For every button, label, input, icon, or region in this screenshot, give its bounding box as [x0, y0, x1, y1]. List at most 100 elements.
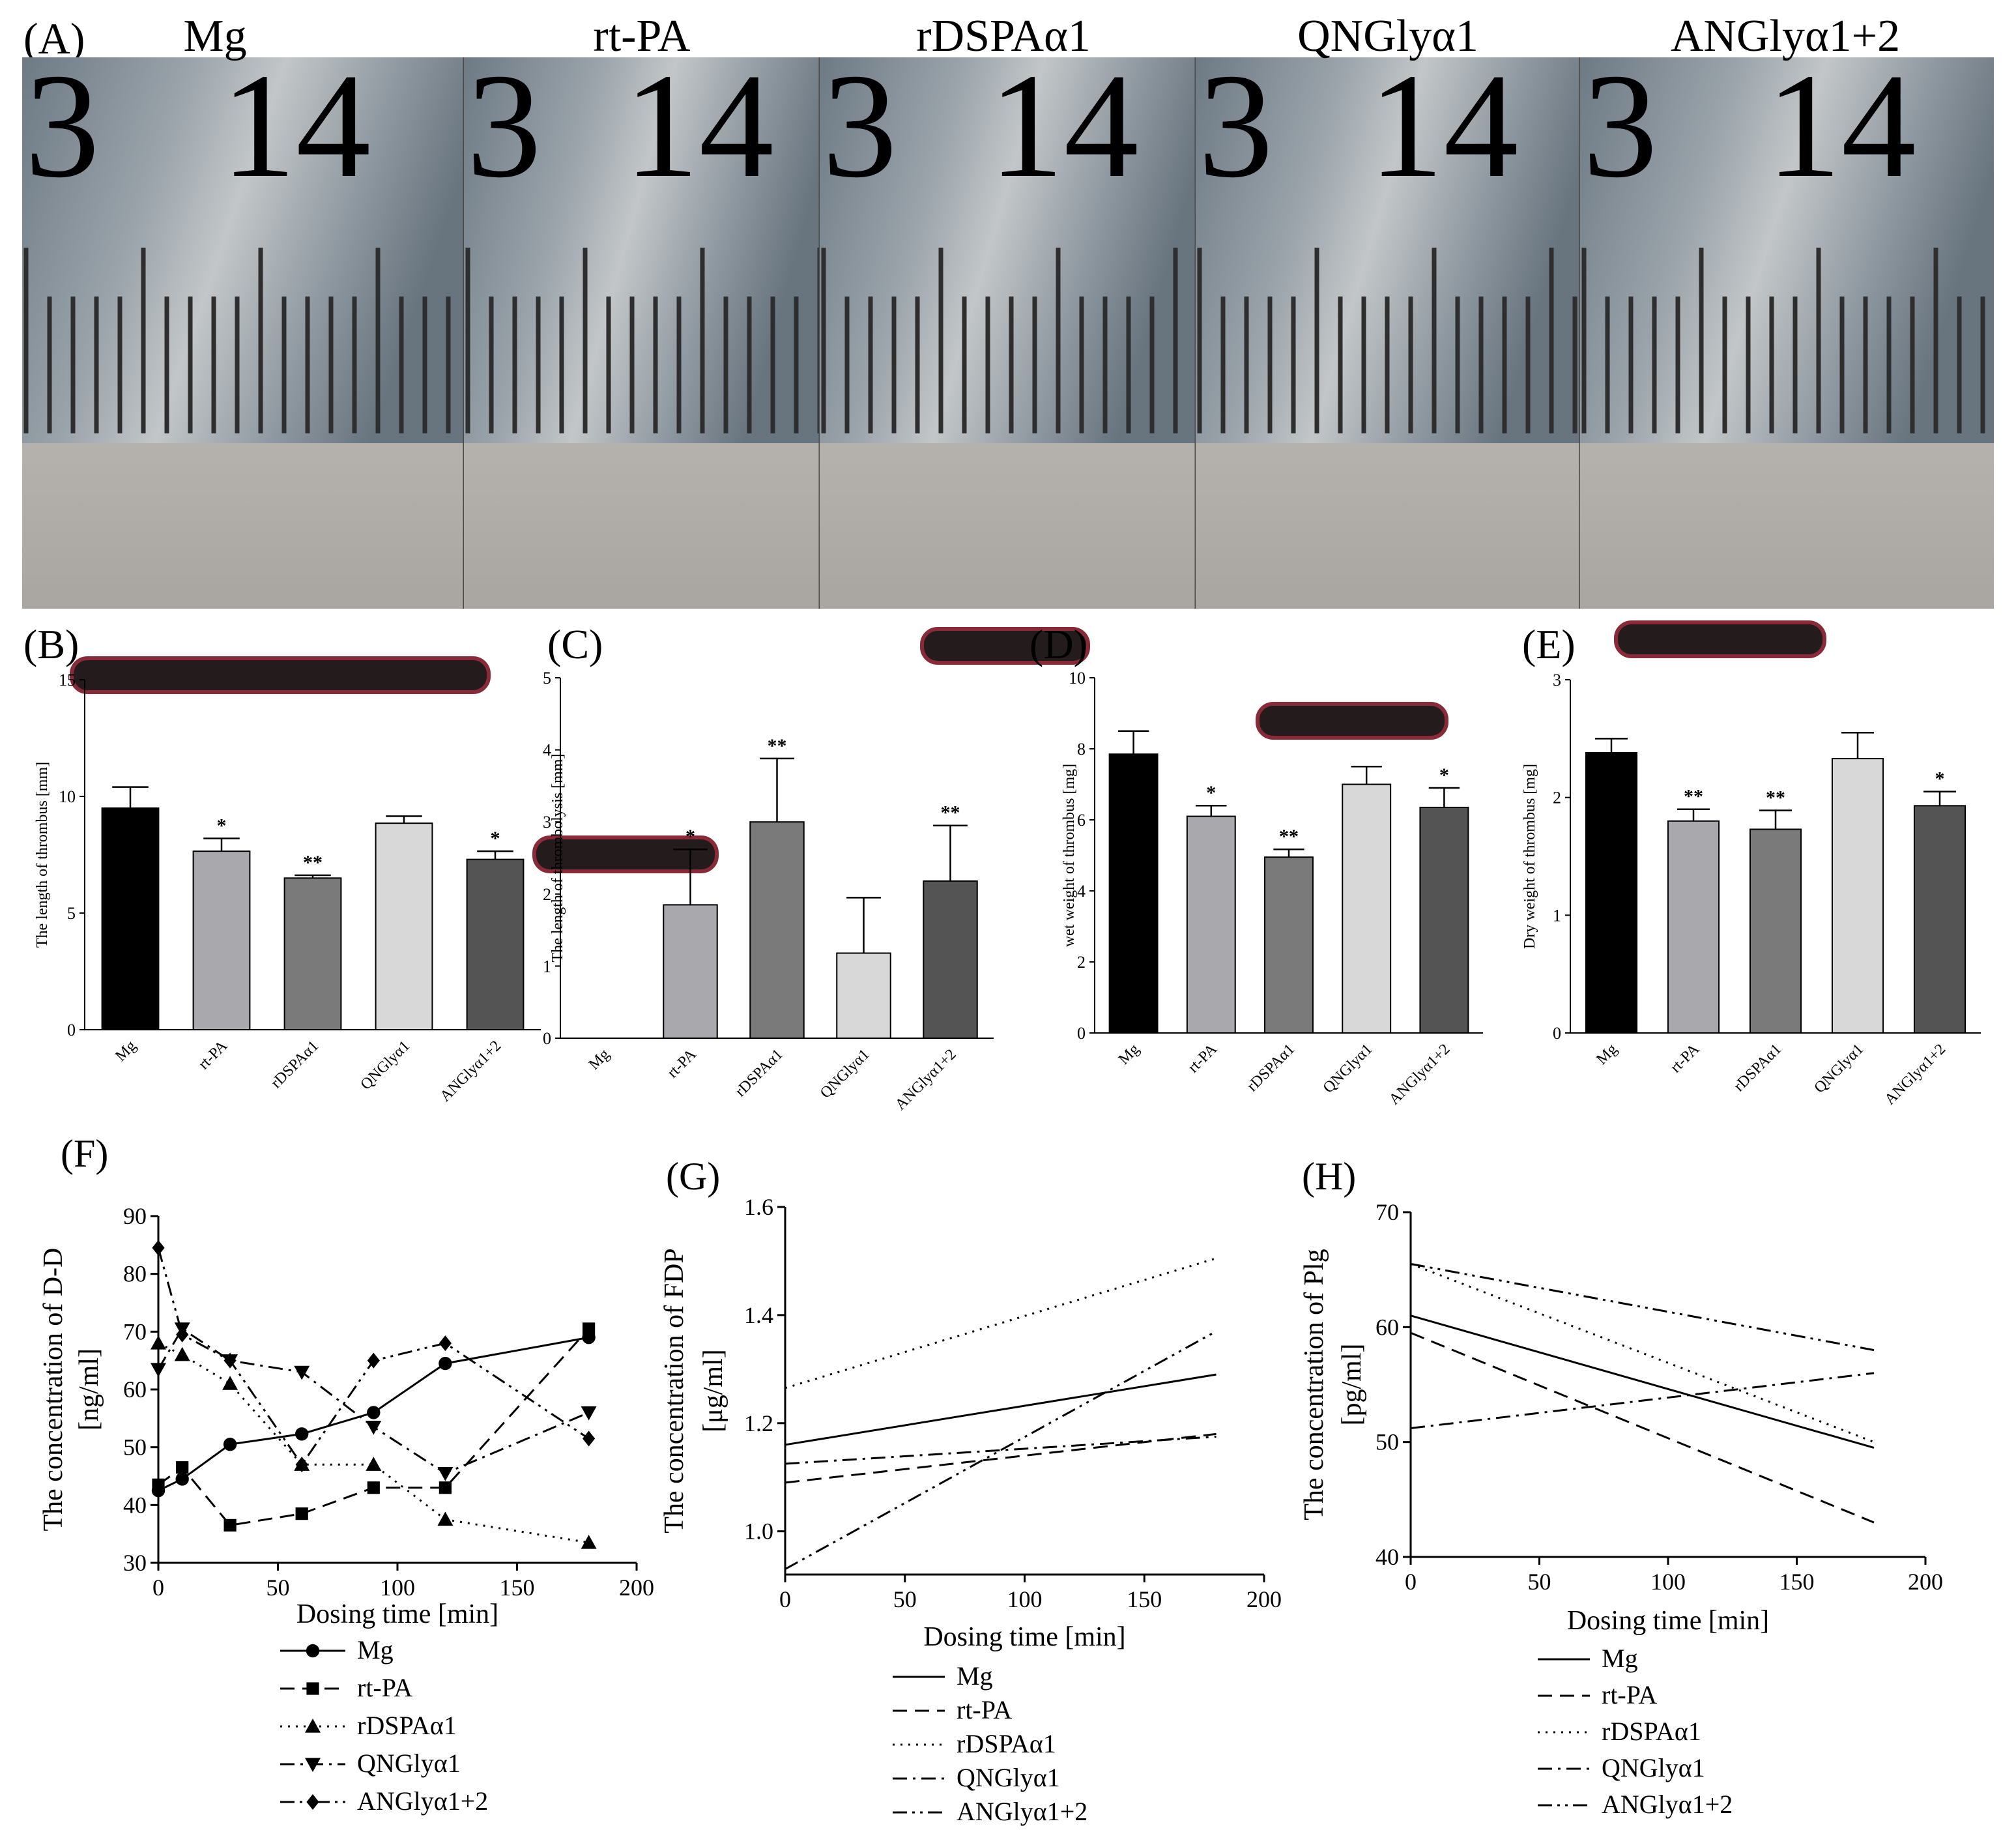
data-point: [581, 1406, 597, 1421]
bar: [101, 807, 160, 1031]
legend-label: rDSPAα1: [357, 1711, 457, 1740]
y-tick-label: 30: [123, 1550, 147, 1576]
thrombus: [1614, 620, 1826, 658]
y-tick-label: 3: [1553, 671, 1561, 690]
x-tick-label: rt-PA: [195, 1037, 231, 1073]
y-tick-label: 60: [123, 1376, 147, 1402]
thrombus: [1256, 702, 1448, 740]
significance-label: **: [941, 802, 960, 824]
x-tick-label: 50: [266, 1575, 290, 1601]
y-tick-label: 1.0: [744, 1518, 773, 1545]
x-axis-title: Dosing time [min]: [296, 1599, 498, 1629]
group-title: Mg: [183, 11, 246, 61]
legend-label: rDSPAα1: [1602, 1717, 1701, 1746]
legend-label: ANGlyα1+2: [1602, 1790, 1733, 1819]
group-title: rt-PA: [593, 11, 691, 61]
legend-label: Mg: [957, 1661, 993, 1691]
significance-label: *: [491, 828, 500, 849]
x-tick-label: 0: [779, 1586, 791, 1612]
photo-4: 3 14: [1580, 42, 1994, 658]
legend-label: rt-PA: [357, 1673, 412, 1702]
series-line: [1410, 1331, 1875, 1524]
y-tick-label: 4: [1077, 882, 1086, 901]
y-tick-label: 1.4: [744, 1302, 773, 1328]
data-point: [175, 1472, 189, 1486]
y-tick-label: 50: [123, 1434, 147, 1460]
bar: [283, 877, 342, 1031]
photo-2: 3 14: [820, 42, 1202, 665]
ruler-number: 14: [221, 42, 371, 209]
ruler-number: 3: [25, 42, 100, 209]
thrombus: [920, 627, 1090, 665]
data-point: [366, 1421, 382, 1435]
legend-label: ANGlyα1+2: [957, 1797, 1087, 1826]
panel-label: (F): [61, 1132, 108, 1175]
paper-background: [1196, 443, 1580, 609]
legend-label: Mg: [357, 1635, 394, 1664]
data-point: [583, 1322, 596, 1335]
x-tick-label: Mg: [1593, 1041, 1620, 1068]
x-tick-label: QNGlyα1: [1320, 1041, 1376, 1097]
y-tick-label: 8: [1077, 740, 1086, 759]
y-axis-title: The concentration of Plg: [1299, 1249, 1329, 1520]
y-tick-label: 5: [543, 669, 551, 688]
data-point: [305, 1719, 321, 1733]
paper-background: [820, 443, 1196, 609]
panel-label: (H): [1302, 1155, 1356, 1198]
y-tick-label: 2: [1553, 789, 1561, 807]
data-point: [366, 1457, 382, 1471]
bar: [1831, 758, 1884, 1034]
ruler-number: 3: [1583, 42, 1658, 209]
x-tick-label: 50: [893, 1586, 917, 1612]
x-tick-label: 0: [152, 1575, 164, 1601]
x-tick-label: rDSPAα1: [732, 1046, 786, 1100]
significance-label: *: [685, 826, 695, 847]
ruler-number: 14: [624, 42, 774, 209]
y-tick-label: 0: [1553, 1024, 1561, 1043]
data-point: [581, 1534, 597, 1549]
legend-label: QNGlyα1: [957, 1763, 1060, 1792]
y-tick-label: 10: [59, 787, 76, 806]
data-point: [222, 1376, 238, 1390]
bar: [192, 850, 251, 1030]
x-tick-label: rDSPAα1: [1244, 1041, 1298, 1095]
group-title: QNGlyα1: [1297, 11, 1478, 61]
photo-0: 3 14: [22, 42, 491, 694]
y-tick-label: 70: [1375, 1199, 1399, 1225]
data-point: [294, 1365, 310, 1380]
data-point: [174, 1346, 190, 1361]
y-tick-label: 90: [123, 1203, 147, 1229]
series-line: [785, 1330, 1217, 1571]
x-tick-label: rt-PA: [664, 1045, 700, 1081]
bar: [1342, 783, 1392, 1034]
data-point: [439, 1481, 452, 1494]
significance-label: *: [1439, 764, 1449, 786]
x-tick-label: Mg: [1116, 1041, 1143, 1068]
ruler-plate: [464, 57, 820, 443]
bar: [1585, 752, 1638, 1034]
x-tick-label: rDSPAα1: [268, 1038, 322, 1092]
data-point: [295, 1457, 308, 1473]
y-axis-title: The concentration of FDP: [659, 1248, 689, 1533]
legend-label: Mg: [1602, 1644, 1638, 1673]
significance-label: **: [303, 852, 323, 873]
y-axis-title: The concentration of D-D: [38, 1248, 68, 1532]
ruler-number: 3: [1198, 42, 1273, 209]
ruler-plate: [820, 57, 1196, 443]
bar: [1667, 820, 1720, 1034]
y-tick-label: 15: [59, 671, 76, 690]
paper-background: [22, 443, 464, 609]
data-point: [152, 1478, 165, 1491]
x-tick-label: Mg: [112, 1038, 139, 1065]
thrombus: [532, 835, 719, 873]
y-tick-label: 6: [1077, 811, 1086, 830]
y-tick-label: 1.6: [744, 1194, 773, 1220]
thrombus: [70, 656, 491, 694]
data-point: [295, 1507, 308, 1520]
photo-3: 3 14: [1196, 42, 1581, 740]
significance-label: *: [217, 815, 227, 836]
x-tick-label: 100: [380, 1575, 415, 1601]
series-line: [1410, 1262, 1875, 1444]
series-line: [158, 1342, 589, 1544]
x-tick-label: 150: [1779, 1569, 1815, 1595]
